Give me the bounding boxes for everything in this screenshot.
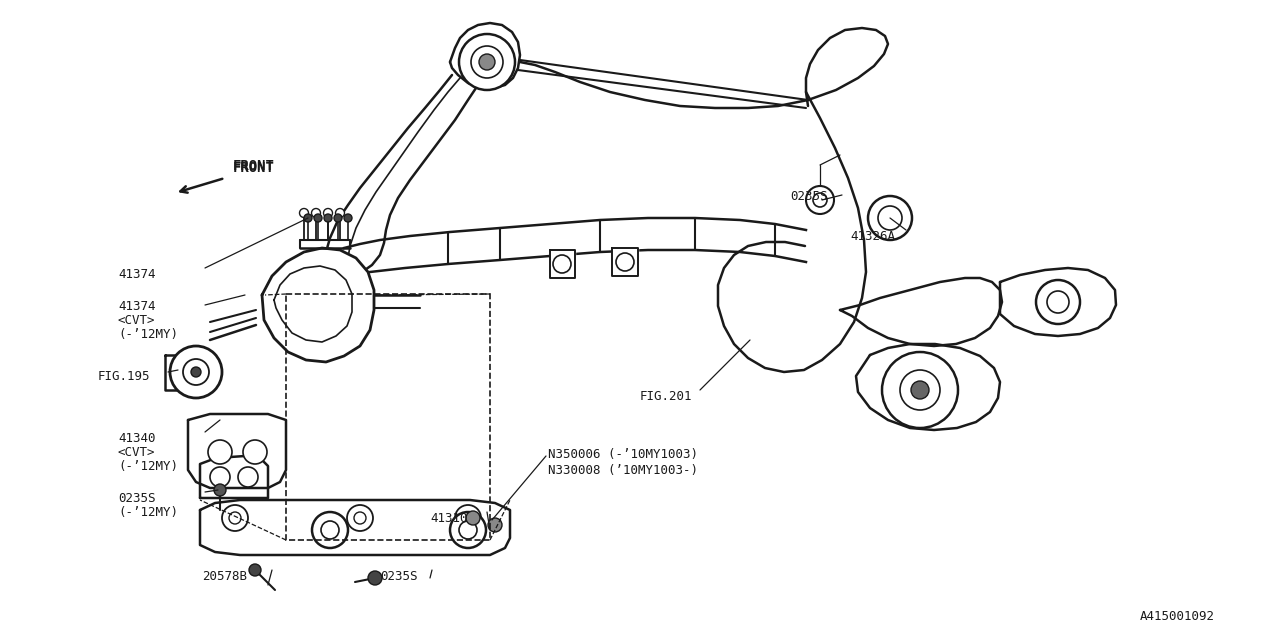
Polygon shape (520, 28, 888, 108)
Text: 0235S: 0235S (380, 570, 417, 583)
Text: FIG.201: FIG.201 (640, 390, 692, 403)
Text: FRONT: FRONT (233, 159, 275, 173)
Circle shape (900, 370, 940, 410)
Text: <CVT>: <CVT> (118, 314, 155, 327)
Circle shape (471, 46, 503, 78)
Circle shape (451, 512, 486, 548)
Circle shape (324, 209, 333, 218)
Polygon shape (200, 500, 509, 555)
Circle shape (882, 352, 957, 428)
Text: 20578B: 20578B (202, 570, 247, 583)
Text: FRONT: FRONT (233, 161, 275, 175)
Circle shape (214, 484, 227, 496)
Circle shape (314, 214, 323, 222)
Circle shape (454, 505, 481, 531)
Circle shape (238, 467, 259, 487)
Circle shape (1047, 291, 1069, 313)
Text: (-’12MY): (-’12MY) (118, 460, 178, 473)
Circle shape (460, 521, 477, 539)
Polygon shape (718, 92, 867, 372)
Polygon shape (262, 248, 374, 362)
Text: 41326A: 41326A (850, 230, 895, 243)
Circle shape (210, 467, 230, 487)
Circle shape (300, 209, 308, 218)
Circle shape (207, 440, 232, 464)
Circle shape (868, 196, 911, 240)
Text: (-’12MY): (-’12MY) (118, 328, 178, 341)
Polygon shape (451, 23, 520, 88)
Circle shape (305, 214, 312, 222)
Text: 41374: 41374 (118, 300, 155, 313)
Circle shape (911, 381, 929, 399)
Circle shape (170, 346, 221, 398)
Circle shape (221, 505, 248, 531)
Circle shape (460, 34, 515, 90)
Text: N350006 (-’10MY1003): N350006 (-’10MY1003) (548, 448, 698, 461)
Circle shape (369, 571, 381, 585)
Polygon shape (550, 250, 575, 278)
Circle shape (878, 206, 902, 230)
Text: 41374: 41374 (118, 268, 155, 281)
Circle shape (355, 512, 366, 524)
Circle shape (334, 214, 342, 222)
Text: N330008 (’10MY1003-): N330008 (’10MY1003-) (548, 464, 698, 477)
Text: 0235S: 0235S (790, 190, 827, 203)
Polygon shape (612, 248, 637, 276)
Circle shape (344, 214, 352, 222)
Circle shape (462, 512, 474, 524)
Circle shape (466, 511, 480, 525)
Bar (285, 294, 490, 540)
Polygon shape (326, 75, 476, 274)
Text: 41310: 41310 (430, 512, 467, 525)
Polygon shape (1000, 268, 1116, 336)
Text: FIG.195: FIG.195 (99, 370, 151, 383)
Circle shape (1036, 280, 1080, 324)
Circle shape (806, 186, 835, 214)
Circle shape (813, 193, 827, 207)
Circle shape (479, 54, 495, 70)
Polygon shape (188, 414, 285, 488)
Polygon shape (856, 344, 1000, 430)
Text: 41340: 41340 (118, 432, 155, 445)
Circle shape (488, 518, 502, 532)
Circle shape (347, 505, 372, 531)
Circle shape (243, 440, 268, 464)
Circle shape (311, 209, 320, 218)
Circle shape (321, 521, 339, 539)
Circle shape (191, 367, 201, 377)
Polygon shape (274, 266, 352, 342)
Circle shape (616, 253, 634, 271)
Text: (-’12MY): (-’12MY) (118, 506, 178, 519)
Polygon shape (840, 278, 1002, 346)
Circle shape (324, 214, 332, 222)
Circle shape (250, 564, 261, 576)
Circle shape (312, 512, 348, 548)
Circle shape (335, 209, 344, 218)
Text: A415001092: A415001092 (1140, 610, 1215, 623)
Circle shape (553, 255, 571, 273)
Circle shape (229, 512, 241, 524)
Circle shape (183, 359, 209, 385)
Polygon shape (200, 456, 268, 498)
Text: <CVT>: <CVT> (118, 446, 155, 459)
Text: 0235S: 0235S (118, 492, 155, 505)
Polygon shape (165, 355, 210, 390)
